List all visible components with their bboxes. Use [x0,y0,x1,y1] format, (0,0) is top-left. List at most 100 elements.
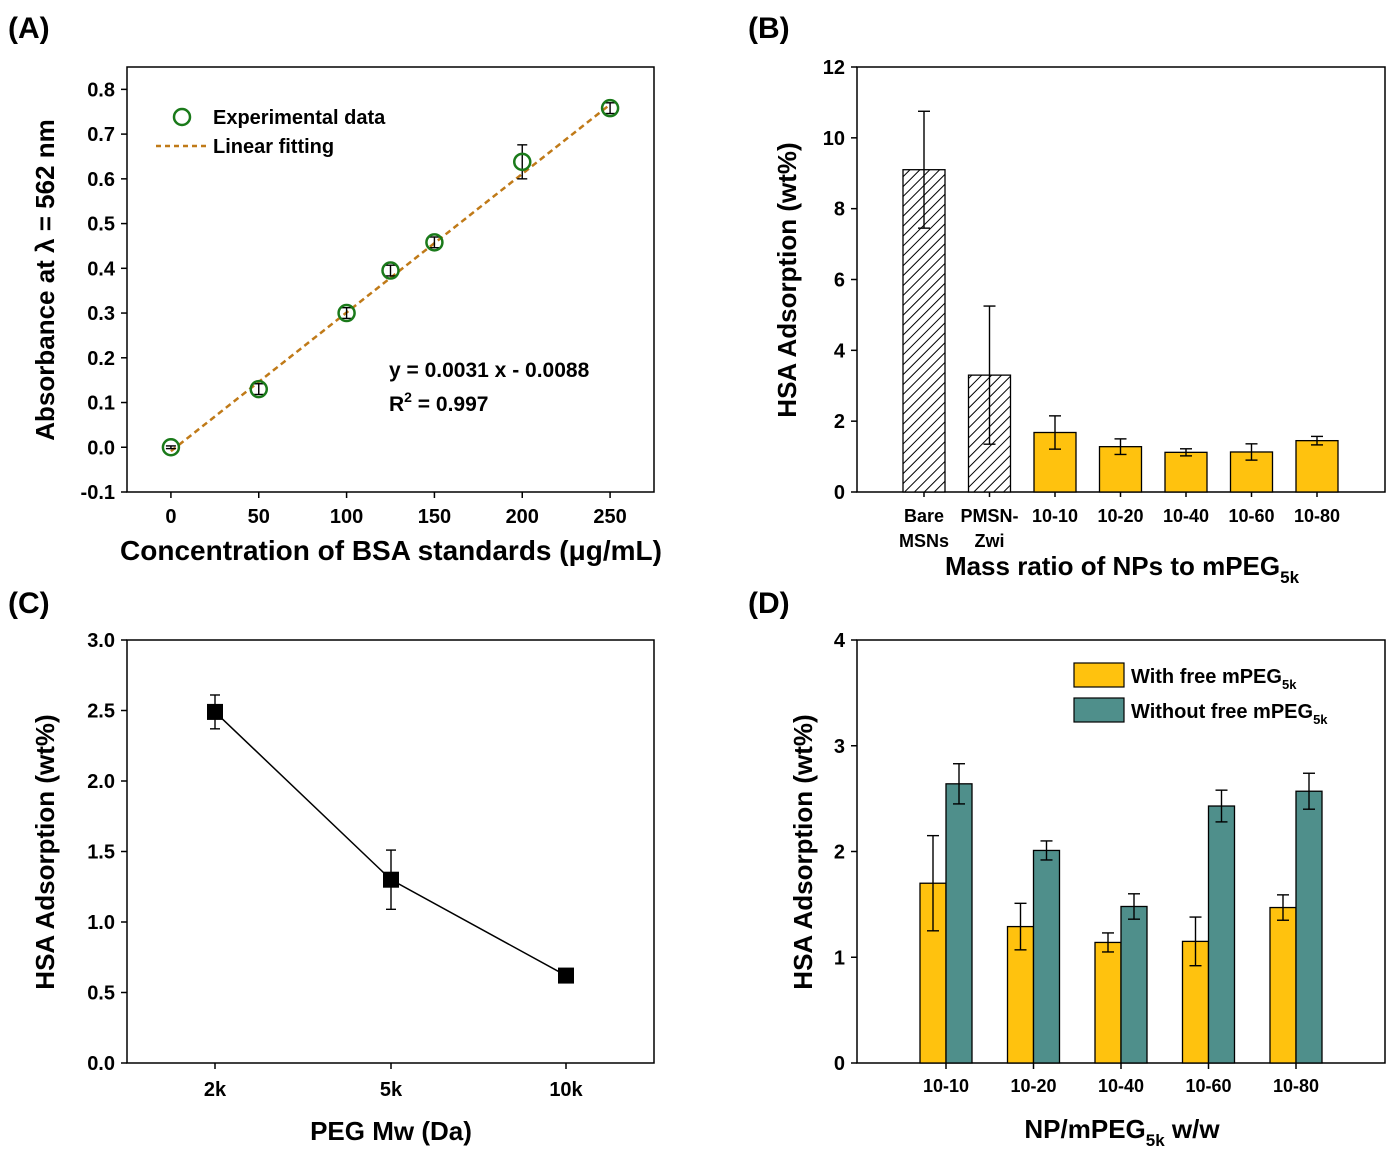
panel-d-label: (D) [748,587,790,620]
panel-b-category-labels: Bare MSNs PMSN- Zwi 10-10 10-20 10-40 10-60 10-8… [899,506,1340,551]
panel-a-r2-value: = 0.997 [412,393,488,416]
panel-c-y-tick-label: 1.0 [87,912,115,934]
panel-a-equation: y = 0.0031 x - 0.0088 [389,359,590,382]
panel-b-category-label: 10-20 [1097,506,1143,526]
panel-a-data-point [381,261,400,280]
panel-a-data-point [337,303,356,323]
panel-d-y-ticks: 4 3 2 1 0 [834,630,857,1075]
panel-b-category-label: 10-40 [1163,506,1209,526]
panel-d-x-tick-label: 10-40 [1098,1076,1144,1096]
panel-a-y-tick-label: 0.6 [87,169,115,191]
panel-b-bar [1295,439,1339,493]
panel-d-x-tick-label: 10-10 [923,1076,969,1096]
panel-d-bar-with [1269,906,1297,1064]
panel-d-x-axis-label-main: NP/mPEG [1024,1114,1145,1144]
panel-b-y-tick-label: 2 [834,411,845,433]
panel-d-bar-without [1207,805,1236,1064]
panel-b-category-label: PMSN- [961,506,1019,526]
panel-b-category-label: Zwi [975,531,1005,551]
panel-c-plot-area [207,694,574,984]
panel-d-bar-with [919,882,947,1064]
panel-a-x-tick-label: 250 [593,506,626,528]
panel-b-y-tick-label: 6 [834,270,845,292]
panel-d: (D) 4 3 2 1 0 10-10 10-20 10-40 10-60 10-80 With… [748,587,1386,1150]
panel-a-y-axis-label: Absorbance at λ = 562 nm [30,119,60,441]
panel-b-y-ticks: 12 10 8 6 4 2 0 [823,57,857,504]
panel-a-data-point [513,152,532,172]
panel-d-x-axis-label: NP/mPEG5k w/w [1024,1114,1220,1150]
panel-a-x-tick-label: 0 [165,506,176,528]
panel-d-plot-area [919,763,1323,1064]
panel-d-x-axis-label-sub: 5k [1146,1131,1165,1150]
panel-b-plot-area [902,110,1339,497]
panel-d-x-tick-label: 10-80 [1273,1076,1319,1096]
panel-d-x-ticks: 10-10 10-20 10-40 10-60 10-80 [923,1063,1319,1096]
panel-a-r2-prefix: R [389,393,404,416]
panel-d-legend-with: With free mPEG5k [1131,666,1297,692]
panel-d-legend-with-main: With free mPEG [1131,666,1282,688]
panel-c: (C) 3.0 2.5 2.0 1.5 1.0 0.5 0.0 2k 5k 10k PEG Mw… [8,587,655,1146]
panel-d-legend-swatch-without [1073,697,1125,723]
panel-a-legend-line-label: Linear fitting [213,136,334,158]
panel-b-category-label: 10-60 [1228,506,1274,526]
panel-b-x-axis-label: Mass ratio of NPs to mPEG5k [945,551,1300,587]
panel-c-y-tick-label: 1.5 [87,842,115,864]
panel-a-data-point [249,379,268,399]
panel-d-legend-without: Without free mPEG5k [1131,701,1328,727]
panel-d-y-tick-label: 2 [834,842,845,864]
panel-c-y-axis-label: HSA Adsorption (wt%) [30,714,60,989]
panel-a-x-tick-label: 50 [248,506,270,528]
panel-a-r2-sup: 2 [404,389,412,405]
panel-a: (A) 0.8 0.7 0.6 0.5 0.4 0.3 0.2 0.1 0.0 -0.1 0 50 1… [8,12,662,566]
panel-a-y-tick-label: -0.1 [81,482,115,504]
panel-b-y-tick-label: 0 [834,482,845,504]
panel-a-y-tick-label: 0.5 [87,214,115,236]
panel-c-x-tick-label: 2k [204,1079,227,1101]
panel-a-x-tick-label: 150 [418,506,451,528]
panel-c-y-ticks: 3.0 2.5 2.0 1.5 1.0 0.5 0.0 [87,630,127,1075]
panel-a-x-axis-label: Concentration of BSA standards (μg/mL) [120,535,662,566]
panel-c-y-tick-label: 2.5 [87,701,115,723]
panel-b-category-label: 10-80 [1294,506,1340,526]
panel-b-category-label: Bare [904,506,944,526]
panel-a-data-point [425,233,444,252]
panel-a-legend-markers-label: Experimental data [213,107,386,129]
panel-d-legend-with-sub: 5k [1282,677,1297,692]
panel-a-fit-line [170,103,611,453]
panel-c-data-point [558,967,574,984]
panel-a-x-tick-label: 100 [330,506,363,528]
panel-c-y-tick-label: 2.0 [87,771,115,793]
panel-a-y-tick-label: 0.2 [87,348,115,370]
panel-a-y-tick-label: 0.0 [87,437,115,459]
panel-d-bar-without [945,783,973,1064]
panel-a-plot-area [161,98,620,457]
panel-b-label: (B) [748,12,790,45]
panel-d-bar-without [1120,905,1148,1064]
panel-b-category-label: MSNs [899,531,949,551]
panel-c-y-tick-label: 0.0 [87,1053,115,1075]
panel-b-y-axis-label: HSA Adsorption (wt%) [772,142,802,417]
panel-a-r-squared: R2 = 0.997 [389,389,488,416]
panel-b-y-tick-label: 4 [834,340,846,362]
panel-c-series-line [214,711,567,977]
panel-b-category-label: 10-10 [1032,506,1078,526]
panel-d-bar-without [1032,849,1061,1064]
panel-d-bar-without [1295,790,1323,1064]
panel-b-y-tick-label: 10 [823,128,845,150]
panel-c-label: (C) [8,587,50,620]
panel-a-data-point [161,438,181,457]
panel-c-x-ticks: 2k 5k 10k [204,1063,584,1101]
panel-d-x-axis-label-tail: w/w [1165,1114,1221,1144]
panel-b: (B) 12 10 8 6 4 2 0 Bare MSNs PMSN- Zwi 10-10 10-20… [748,12,1386,587]
panel-d-y-axis-label: HSA Adsorption (wt%) [788,714,818,989]
panel-a-y-ticks: 0.8 0.7 0.6 0.5 0.4 0.3 0.2 0.1 0.0 -0.1 [81,79,127,504]
panel-d-y-tick-label: 0 [834,1053,845,1075]
panel-d-legend-swatch-with [1073,662,1125,688]
panel-d-bar-with [1094,941,1122,1064]
panel-a-y-tick-label: 0.8 [87,79,115,101]
panel-a-y-tick-label: 0.4 [87,258,116,280]
panel-a-axes [126,66,655,493]
panel-d-x-tick-label: 10-20 [1010,1076,1056,1096]
panel-a-x-tick-label: 200 [506,506,539,528]
panel-c-x-axis-label: PEG Mw (Da) [310,1116,472,1146]
